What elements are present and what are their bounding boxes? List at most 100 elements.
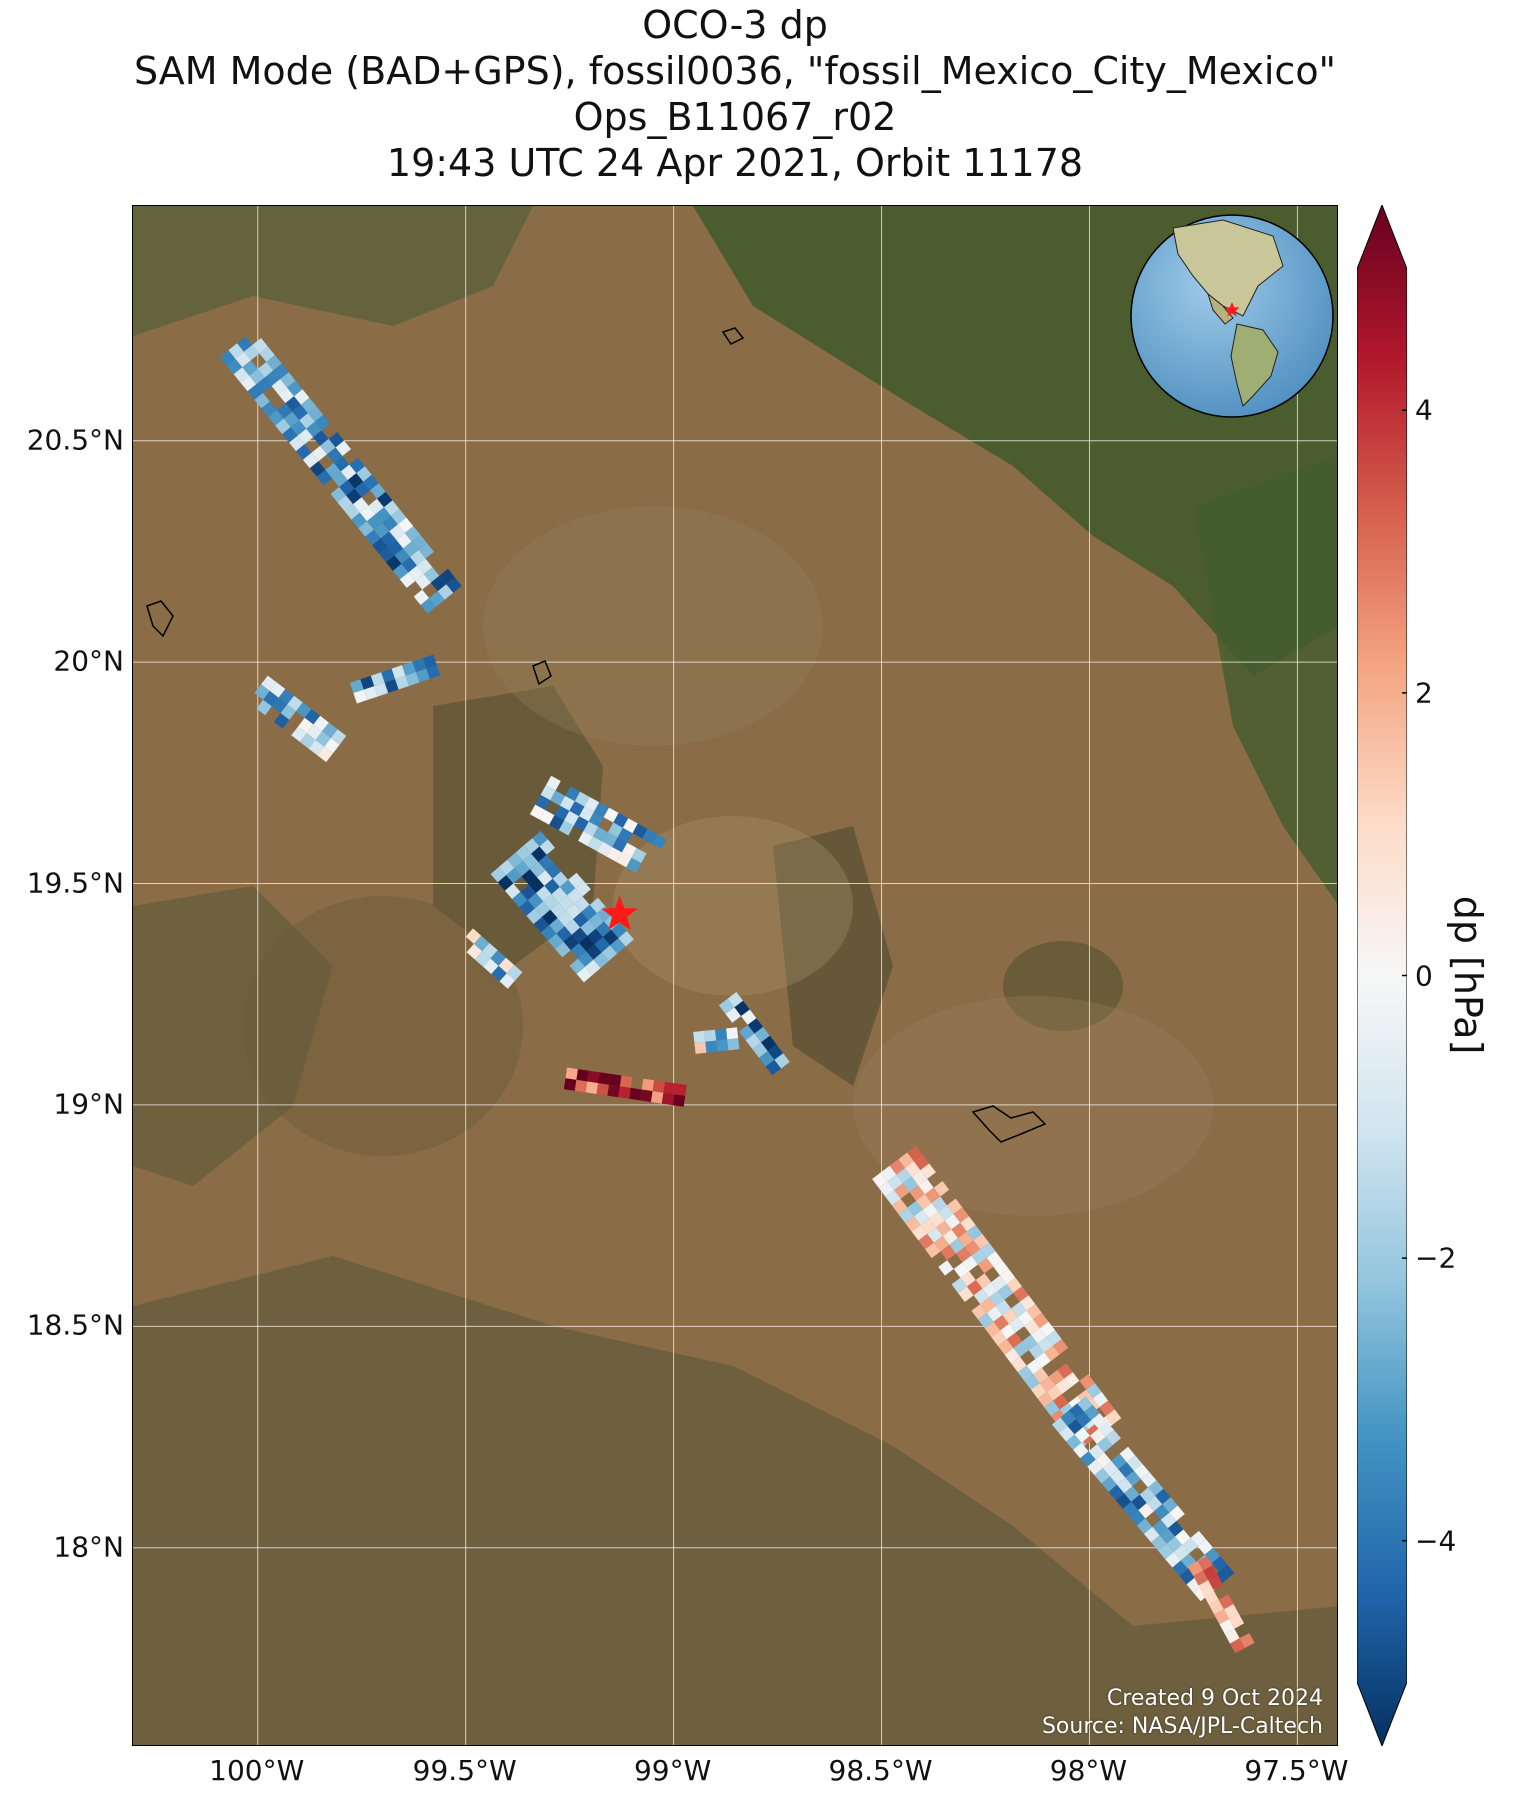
sounding-cell bbox=[619, 1075, 633, 1088]
sounding-cell bbox=[375, 507, 391, 523]
sounding-cell bbox=[940, 1244, 956, 1261]
sounding-cell bbox=[370, 483, 386, 499]
sounding-cell bbox=[347, 473, 364, 489]
sounding-cell bbox=[598, 1072, 611, 1085]
sounding-cell bbox=[909, 1185, 925, 1201]
sounding-cell bbox=[894, 1183, 910, 1199]
sounding-cell bbox=[1151, 1535, 1167, 1551]
sounding-cell bbox=[573, 912, 589, 928]
map-canvas[interactable] bbox=[133, 206, 1338, 1746]
sounding-cell bbox=[1105, 1409, 1122, 1425]
sounding-cell bbox=[271, 697, 288, 714]
sounding-cell bbox=[1162, 1497, 1178, 1513]
sounding-cell bbox=[300, 733, 316, 749]
sounding-cell bbox=[1131, 1494, 1147, 1511]
sounding-cell bbox=[356, 466, 372, 482]
sounding-cell bbox=[705, 1040, 718, 1053]
longitude-tick-label: 99.5°W bbox=[412, 1754, 517, 1787]
sounding-cell bbox=[537, 870, 553, 886]
colorbar-ticks bbox=[1402, 409, 1407, 1542]
colorbar-title: dp [hPa] bbox=[1446, 895, 1490, 1055]
sounding-cell bbox=[765, 1059, 782, 1076]
longitude-tick-label: 99°W bbox=[633, 1754, 712, 1787]
sounding-cell bbox=[585, 1081, 599, 1094]
sounding-cell bbox=[949, 1238, 965, 1254]
sounding-cell bbox=[397, 517, 414, 533]
sounding-cell bbox=[1229, 1613, 1245, 1629]
sounding-cell bbox=[767, 1044, 784, 1060]
sounding-cell bbox=[339, 480, 355, 496]
sounding-cell bbox=[504, 883, 521, 900]
sounding-cell bbox=[1173, 1545, 1190, 1561]
sounding-cell bbox=[569, 801, 585, 817]
sounding-cell bbox=[964, 1240, 981, 1256]
sounding-cell bbox=[958, 1286, 974, 1302]
target-star-icon[interactable] bbox=[601, 895, 638, 930]
sounding-cell bbox=[931, 1196, 947, 1212]
latitude-tick-label: 20.5°N bbox=[26, 423, 124, 457]
sounding-cell bbox=[618, 1086, 631, 1099]
sounding-cell bbox=[363, 474, 379, 491]
sounding-cell bbox=[247, 384, 263, 400]
sounding-cell bbox=[570, 943, 587, 959]
sounding-swaths bbox=[219, 336, 1255, 1654]
sounding-cell bbox=[607, 1084, 620, 1098]
target-marker[interactable] bbox=[601, 895, 638, 930]
sounding-cell bbox=[565, 1067, 578, 1080]
sounding-cell bbox=[1098, 1421, 1114, 1437]
sounding-cell bbox=[568, 872, 584, 889]
sounding-cell bbox=[1230, 1638, 1245, 1654]
sounding-cell bbox=[391, 665, 406, 680]
sounding-cell bbox=[1105, 1429, 1121, 1446]
sounding-cell bbox=[872, 1172, 888, 1188]
sounding-cell bbox=[594, 802, 609, 818]
sounding-cell bbox=[564, 810, 580, 826]
sounding-cell bbox=[308, 740, 325, 756]
sounding-cell bbox=[587, 928, 603, 945]
sounding-cell bbox=[1118, 1462, 1134, 1478]
sounding-cell bbox=[353, 497, 369, 513]
inset-globe[interactable] bbox=[1130, 214, 1334, 418]
sounding-cell bbox=[999, 1268, 1016, 1285]
sounding-cell bbox=[389, 524, 405, 540]
sounding-cell bbox=[1197, 1555, 1213, 1571]
sounding-cell bbox=[916, 1194, 932, 1210]
sounding-cell bbox=[663, 1081, 676, 1095]
colorbar-tick-label: −4 bbox=[1415, 1524, 1457, 1558]
sounding-cell bbox=[429, 591, 445, 607]
sounding-cell bbox=[914, 1209, 930, 1226]
map-panel[interactable]: Created 9 Oct 2024 Source: NASA/JPL-Calt… bbox=[132, 205, 1338, 1746]
sounding-cell bbox=[1109, 1469, 1126, 1485]
sounding-cell bbox=[289, 435, 305, 452]
sounding-cell bbox=[324, 738, 340, 754]
sounding-cell bbox=[254, 684, 270, 700]
sounding-cell bbox=[640, 1089, 653, 1102]
sounding-cell bbox=[610, 938, 626, 954]
sounding-cell bbox=[506, 964, 523, 981]
sounding-cell bbox=[1097, 1437, 1113, 1453]
sounding-cell bbox=[322, 722, 338, 738]
sounding-cell bbox=[1013, 1341, 1029, 1357]
sounding-cell bbox=[368, 498, 384, 515]
sounding-cell bbox=[745, 1033, 761, 1049]
sounding-cell bbox=[951, 1277, 967, 1294]
sounding-cell bbox=[606, 847, 622, 863]
sounding-cell bbox=[922, 1203, 939, 1219]
sounding-cell bbox=[716, 1039, 729, 1052]
boundary-outlines bbox=[146, 327, 1047, 1143]
sounding-cell bbox=[576, 966, 593, 983]
sounding-cell bbox=[727, 992, 744, 1008]
sounding-cell bbox=[672, 1094, 686, 1107]
sounding-cell bbox=[718, 998, 735, 1015]
sounding-cell bbox=[539, 809, 555, 825]
title-line-4: 19:43 UTC 24 Apr 2021, Orbit 11178 bbox=[386, 141, 1084, 185]
sounding-cell bbox=[306, 724, 323, 740]
sounding-cell bbox=[384, 679, 399, 693]
sounding-cell bbox=[395, 675, 409, 690]
sounding-cell bbox=[621, 842, 637, 858]
sounding-cell bbox=[545, 775, 561, 791]
sounding-cell bbox=[946, 1198, 963, 1214]
sounding-cell bbox=[973, 1233, 989, 1250]
title-line-3: Ops_B11067_r02 bbox=[573, 95, 897, 139]
sounding-cell bbox=[1169, 1505, 1185, 1522]
